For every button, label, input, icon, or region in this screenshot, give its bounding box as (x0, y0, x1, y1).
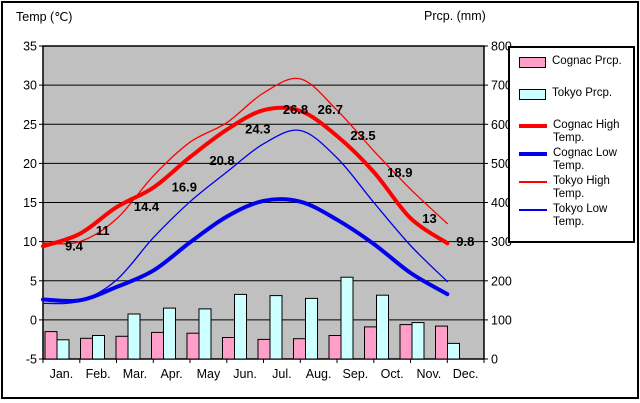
legend-item-tokyo-low-temp-: Tokyo Low Temp. (519, 203, 633, 229)
bar-tokyo-prcp- (269, 295, 283, 360)
line-tokyo-high-temp- (42, 77, 448, 245)
temp-tick-label: 5 (30, 274, 37, 288)
month-label: Jul. (272, 367, 291, 381)
prcp-tick-label: 800 (491, 40, 512, 54)
line-cognac-high-temp- (41, 105, 450, 249)
bar-cognac-prcp- (186, 332, 200, 360)
bar-tokyo-prcp- (376, 294, 389, 360)
bar-tokyo-prcp- (340, 276, 354, 360)
month-label: Mar. (123, 367, 147, 381)
prcp-tick-label: 0 (491, 353, 498, 367)
legend-item-cognac-prcp-: Cognac Prcp. (519, 55, 633, 68)
bar-cognac-prcp- (435, 325, 448, 360)
temp-tick-label: 10 (23, 235, 37, 249)
chart-legend: Cognac Prcp. Tokyo Prcp. Cognac High Temp.… (508, 46, 635, 243)
legend-item-label: Tokyo Low Temp. (553, 203, 608, 228)
month-label: Jan. (50, 367, 74, 381)
point-label: 20.8 (209, 153, 234, 168)
prcp-tick-label: 100 (491, 313, 512, 327)
legend-item-cognac-high-temp-: Cognac High Temp. (519, 119, 633, 145)
bar-cognac-prcp- (44, 331, 58, 360)
bar-tokyo-prcp- (163, 307, 176, 360)
bar-cognac-prcp- (364, 326, 377, 360)
legend-item-label: Tokyo Prcp. (552, 87, 613, 99)
prcp-tick-label: 400 (491, 196, 512, 210)
bar-tokyo-prcp- (92, 335, 105, 360)
bar-tokyo-prcp- (411, 322, 425, 360)
line-cognac-low-temp- (41, 197, 450, 304)
line-tokyo-low-temp- (42, 129, 448, 305)
temp-tick-label: 30 (23, 79, 37, 93)
legend-item-label: Cognac High Temp. (553, 119, 620, 144)
month-label: Oct. (381, 367, 404, 381)
bar-cognac-prcp- (328, 335, 342, 360)
point-label: 24.3 (245, 122, 270, 137)
bar-tokyo-prcp- (198, 308, 212, 360)
legend-swatch (519, 124, 547, 128)
prcp-tick-label: 600 (491, 118, 512, 132)
point-label: 11 (96, 223, 110, 238)
temp-tick-label: 15 (23, 196, 37, 210)
point-label: 13 (422, 211, 436, 226)
month-label: Feb. (86, 367, 111, 381)
legend-item-label: Cognac Low Temp. (553, 147, 617, 172)
prcp-tick-label: 300 (491, 235, 512, 249)
prcp-tick-label: 500 (491, 157, 512, 171)
temp-tick-label: -5 (26, 353, 37, 367)
legend-item-tokyo-prcp-: Tokyo Prcp. (519, 87, 633, 100)
point-label: 14.4 (134, 199, 160, 214)
legend-item-label: Cognac Prcp. (552, 55, 622, 67)
bar-cognac-prcp- (399, 324, 413, 360)
point-label: 16.9 (172, 180, 197, 195)
month-label: Aug. (306, 367, 332, 381)
bar-cognac-prcp- (151, 331, 164, 360)
month-label: Apr. (160, 367, 182, 381)
bar-cognac-prcp- (293, 338, 306, 360)
temp-axis-title: Temp (℃) (16, 10, 73, 24)
legend-swatch (519, 89, 546, 100)
legend-swatch (519, 152, 547, 156)
bar-tokyo-prcp- (127, 313, 141, 360)
month-label: Dec. (453, 367, 479, 381)
point-label: 26.7 (318, 102, 343, 117)
bar-tokyo-prcp- (234, 293, 247, 360)
temp-tick-label: 25 (23, 118, 37, 132)
month-label: Sep. (343, 367, 369, 381)
legend-item-label: Tokyo High Temp. (553, 175, 610, 200)
temp-tick-label: 20 (23, 157, 37, 171)
temp-tick-label: 0 (30, 313, 37, 327)
month-label: May (197, 367, 221, 381)
bar-cognac-prcp- (222, 337, 235, 360)
point-label: 9.8 (456, 234, 474, 249)
temp-tick-label: 35 (23, 40, 37, 54)
point-label: 18.9 (387, 165, 412, 180)
legend-item-cognac-low-temp-: Cognac Low Temp. (519, 147, 633, 173)
prcp-tick-label: 200 (491, 274, 512, 288)
prcp-axis-title: Prcp. (mm) (424, 9, 486, 23)
bar-tokyo-prcp- (56, 339, 70, 360)
month-label: Nov. (417, 367, 442, 381)
bar-tokyo-prcp- (305, 297, 318, 360)
point-label: 23.5 (350, 128, 375, 143)
climate-chart: 35 30 25 20 15 10 5 0 -5 800 700 600 500 400 300 200 100… (23, 40, 512, 382)
prcp-tick-label: 700 (491, 79, 512, 93)
bar-cognac-prcp- (80, 337, 93, 360)
point-label: 26.8 (283, 102, 308, 117)
legend-swatch (519, 209, 547, 211)
month-label: Jun. (233, 367, 257, 381)
bar-cognac-prcp- (115, 335, 129, 360)
bar-tokyo-prcp- (447, 342, 460, 360)
bar-cognac-prcp- (257, 338, 271, 360)
point-label: 9.4 (65, 238, 84, 253)
legend-swatch (519, 181, 547, 183)
legend-item-tokyo-high-temp-: Tokyo High Temp. (519, 175, 633, 201)
legend-swatch (519, 57, 546, 68)
